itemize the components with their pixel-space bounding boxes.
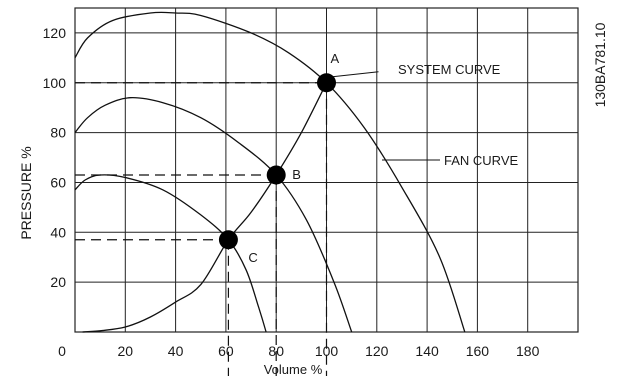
x-tick-label: 40 xyxy=(168,343,184,359)
operating-point-C xyxy=(218,230,238,250)
operating-point-label: B xyxy=(292,167,301,182)
y-tick-label: 80 xyxy=(50,125,66,141)
y-axis-title: PRESSURE % xyxy=(18,146,34,239)
operating-point-label: A xyxy=(331,51,340,66)
x-tick-label: 120 xyxy=(365,343,389,359)
x-tick-label: 60 xyxy=(218,343,234,359)
x-axis-title: Volume % xyxy=(264,362,323,377)
x-tick-label: 20 xyxy=(118,343,134,359)
y-tick-label: 20 xyxy=(50,274,66,290)
fan-curve-80 xyxy=(74,97,353,333)
system-curve xyxy=(82,82,328,333)
fan-curve-60 xyxy=(74,174,267,333)
operating-point-A xyxy=(317,73,336,93)
x-tick-label: 0 xyxy=(58,343,66,359)
x-tick-label: 140 xyxy=(415,343,439,359)
figure-id: 130BA781.10 xyxy=(592,22,608,107)
y-tick-label: 40 xyxy=(50,224,66,240)
operating-points xyxy=(218,73,336,250)
x-tick-label: 160 xyxy=(466,343,490,359)
system-curve-leader xyxy=(332,71,379,78)
curves xyxy=(74,11,466,333)
y-tick-label: 120 xyxy=(43,25,67,41)
y-tick-label: 60 xyxy=(50,174,66,190)
operating-point-label: C xyxy=(248,250,257,265)
x-tick-label: 100 xyxy=(315,343,339,359)
y-tick-label: 100 xyxy=(43,75,67,91)
x-tick-label: 80 xyxy=(268,343,284,359)
system-curve-label: SYSTEM CURVE xyxy=(398,62,501,77)
fan-curve-label: FAN CURVE xyxy=(444,153,518,168)
labels: PRESSURE % Volume % 130BA781.10 0 20 40 60 8… xyxy=(18,22,608,377)
fan-curve-100 xyxy=(74,11,466,333)
x-tick-label: 180 xyxy=(516,343,540,359)
operating-point-B xyxy=(266,165,286,185)
